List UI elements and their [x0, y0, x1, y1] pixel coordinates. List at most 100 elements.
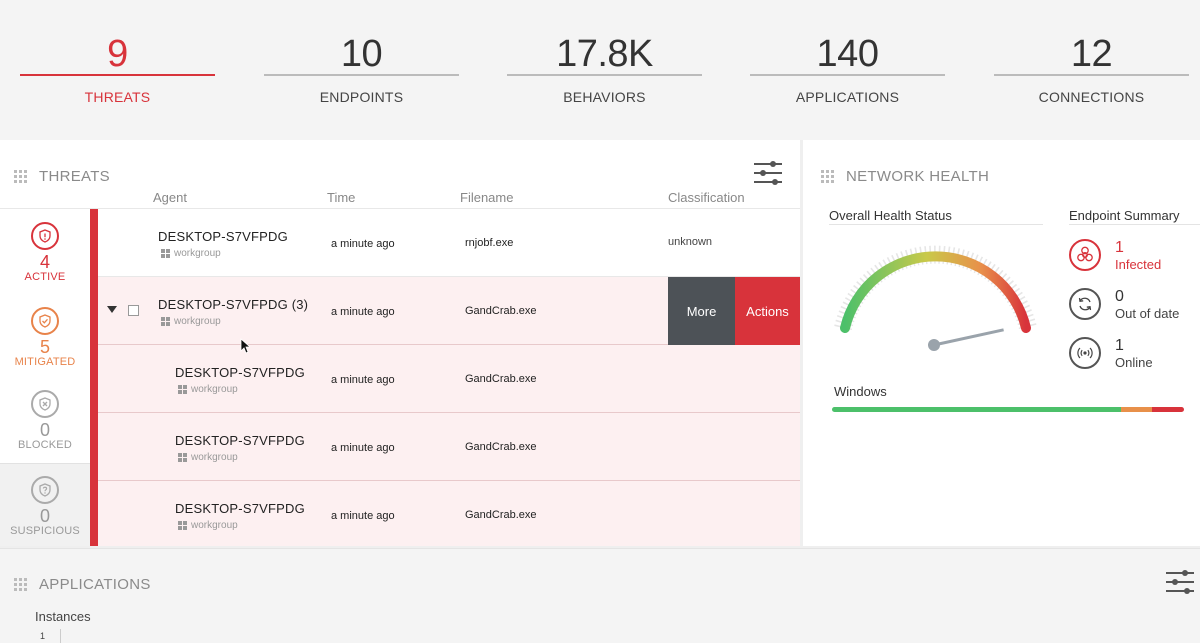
outofdate-count: 0 — [1115, 288, 1124, 305]
threat-row[interactable]: DESKTOP-S7VFPDG workgroup a minute ago G… — [98, 345, 800, 413]
stat-endpoints[interactable]: 10 ENDPOINTS — [264, 32, 459, 105]
stats-bar: 9 THREATS 10 ENDPOINTS 17.8K BEHAVIORS 1… — [0, 0, 1200, 140]
row-workgroup-text: workgroup — [191, 520, 238, 531]
row-filename: GandCrab.exe — [465, 509, 537, 521]
stat-applications-value: 140 — [816, 33, 879, 75]
grid-icon — [14, 577, 28, 592]
online-label: Online — [1115, 355, 1153, 370]
stat-connections[interactable]: 12 CONNECTIONS — [994, 32, 1189, 105]
online-count: 1 — [1115, 337, 1124, 354]
windows-health-bar — [832, 407, 1184, 412]
category-suspicious-count: 0 — [39, 506, 50, 526]
row-time: a minute ago — [331, 374, 395, 386]
row-checkbox[interactable] — [128, 305, 139, 316]
row-filename: GandCrab.exe — [465, 441, 537, 453]
stat-connections-value: 12 — [1070, 33, 1113, 75]
category-suspicious[interactable]: 0 SUSPICIOUS — [0, 463, 90, 546]
column-header-classification[interactable]: Classification — [668, 190, 745, 205]
windows-icon — [178, 521, 187, 530]
refresh-icon — [1069, 288, 1101, 320]
row-workgroup-text: workgroup — [174, 316, 221, 327]
stat-underline — [507, 74, 702, 76]
endpoint-online[interactable]: 1 Online — [1069, 337, 1153, 370]
row-workgroup-text: workgroup — [174, 248, 221, 259]
stat-applications-label: APPLICATIONS — [795, 89, 900, 105]
filter-sliders-icon[interactable] — [754, 160, 782, 186]
column-header-time[interactable]: Time — [327, 190, 356, 205]
windows-icon — [161, 249, 170, 258]
threat-row-group[interactable]: DESKTOP-S7VFPDG (3) workgroup a minute a… — [98, 277, 800, 345]
gauge-needle — [933, 328, 1004, 347]
row-filename: GandCrab.exe — [465, 373, 537, 385]
health-gauge — [834, 245, 1037, 351]
endpoint-outofdate[interactable]: 0 Out of date — [1069, 288, 1179, 321]
row-agent: DESKTOP-S7VFPDG — [175, 501, 305, 516]
endpoint-summary-label: Endpoint Summary — [1069, 208, 1180, 223]
category-active-count: 4 — [39, 252, 50, 272]
stat-underline — [994, 74, 1189, 76]
healthbar-green-segment — [832, 407, 1121, 412]
header-divider — [0, 208, 800, 209]
stat-threats[interactable]: 9 THREATS — [20, 32, 215, 105]
threats-panel: THREATS Agent Time Filename Classificati… — [0, 140, 800, 546]
row-agent: DESKTOP-S7VFPDG — [175, 365, 305, 380]
stat-underline — [750, 74, 945, 76]
stat-threats-label: THREATS — [84, 89, 151, 105]
row-workgroup: workgroup — [161, 248, 221, 259]
category-blocked-label: BLOCKED — [18, 439, 72, 451]
overall-health-label: Overall Health Status — [829, 208, 952, 223]
threats-title-text: THREATS — [39, 168, 110, 185]
stat-underline — [20, 74, 215, 76]
stat-applications[interactable]: 140 APPLICATIONS — [750, 32, 945, 105]
category-blocked-count: 0 — [39, 420, 50, 440]
row-time: a minute ago — [331, 442, 395, 454]
category-mitigated[interactable]: 5 MITIGATED — [0, 307, 90, 368]
windows-icon — [178, 385, 187, 394]
gauge-hub — [928, 339, 940, 351]
threat-row[interactable]: DESKTOP-S7VFPDG workgroup a minute ago r… — [98, 209, 800, 277]
network-health-title-text: NETWORK HEALTH — [846, 168, 990, 185]
row-workgroup: workgroup — [178, 520, 238, 531]
stat-underline — [264, 74, 459, 76]
row-classification: unknown — [668, 236, 713, 248]
broadcast-icon — [1069, 337, 1101, 369]
category-active[interactable]: 4 ACTIVE — [0, 222, 90, 283]
endpoint-infected[interactable]: 1 Infected — [1069, 239, 1161, 272]
gauge-tick-ring — [834, 245, 1037, 331]
windows-icon — [161, 317, 170, 326]
stat-connections-label: CONNECTIONS — [1038, 89, 1145, 105]
category-suspicious-inner: 0 SUSPICIOUS — [0, 476, 90, 537]
category-suspicious-label: SUSPICIOUS — [10, 525, 80, 537]
stat-endpoints-value: 10 — [340, 33, 383, 75]
infected-count: 1 — [1115, 239, 1124, 256]
category-mitigated-count: 5 — [39, 337, 50, 357]
collapse-caret-icon[interactable] — [107, 306, 117, 313]
filter-sliders-icon[interactable] — [1166, 569, 1194, 595]
row-workgroup-text: workgroup — [191, 384, 238, 395]
healthbar-orange-segment — [1120, 407, 1153, 412]
row-agent: DESKTOP-S7VFPDG (3) — [158, 297, 309, 312]
shield-x-icon — [31, 390, 59, 418]
overall-health-underline — [829, 224, 1043, 225]
stat-behaviors[interactable]: 17.8K BEHAVIORS — [507, 32, 702, 105]
threat-row[interactable]: DESKTOP-S7VFPDG workgroup a minute ago G… — [98, 481, 800, 546]
row-workgroup: workgroup — [161, 316, 221, 327]
row-agent: DESKTOP-S7VFPDG — [175, 433, 305, 448]
column-header-filename[interactable]: Filename — [460, 190, 514, 205]
stat-behaviors-label: BEHAVIORS — [563, 89, 646, 105]
grid-icon — [14, 169, 28, 184]
instances-label: Instances — [35, 609, 91, 624]
mouse-cursor-icon — [240, 338, 250, 354]
column-header-agent[interactable]: Agent — [153, 190, 187, 205]
row-workgroup: workgroup — [178, 384, 238, 395]
gauge-arc — [840, 251, 1031, 333]
category-blocked[interactable]: 0 BLOCKED — [0, 390, 90, 451]
outofdate-label: Out of date — [1115, 306, 1180, 321]
category-active-label: ACTIVE — [24, 271, 66, 283]
threat-row[interactable]: DESKTOP-S7VFPDG workgroup a minute ago G… — [98, 413, 800, 481]
grid-icon — [821, 169, 835, 184]
more-button[interactable]: More — [668, 277, 735, 345]
row-agent: DESKTOP-S7VFPDG — [158, 229, 288, 244]
applications-title: APPLICATIONS — [14, 576, 151, 593]
actions-button[interactable]: Actions — [735, 277, 800, 345]
